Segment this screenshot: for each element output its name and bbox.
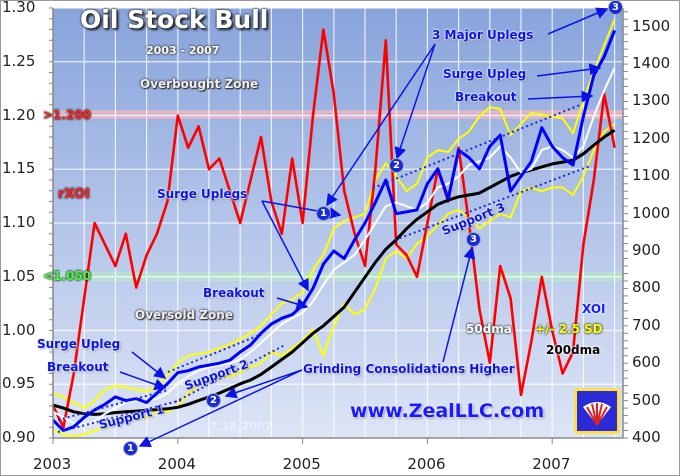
overbought-zone-label: Overbought Zone bbox=[140, 77, 259, 91]
surge-upleg-right-label: Surge Upleg bbox=[443, 67, 527, 81]
shell-icon bbox=[583, 402, 611, 426]
left-axis-tick-label: 1.05 bbox=[2, 266, 36, 285]
arrow-grinding-2 bbox=[138, 369, 303, 447]
right-axis-tick-label: 800 bbox=[632, 278, 661, 297]
right-axis-tick-label: 400 bbox=[632, 428, 661, 446]
circle-marker-3-upleg: 3 bbox=[608, 0, 623, 15]
chart-subtitle: 2003 - 2007 bbox=[146, 44, 220, 57]
arrow-major-2 bbox=[394, 43, 436, 160]
rxoi-label: rXOI bbox=[58, 187, 90, 202]
left-axis-tick-label: 1.00 bbox=[2, 320, 36, 339]
surge-upleg-left-label: Surge Upleg bbox=[37, 337, 121, 351]
series--2-5-sd bbox=[52, 18, 616, 410]
arrow-surge-upleg-left bbox=[131, 351, 167, 379]
x-axis-tick-label: 2004 bbox=[157, 455, 196, 473]
legend-50dma: 50dma bbox=[466, 322, 512, 336]
x-axis-tick-label: 2006 bbox=[407, 455, 446, 473]
legend-xoi: XOI bbox=[582, 302, 606, 316]
arrow-surge-uplegs-2 bbox=[261, 200, 309, 292]
left-axis-tick-label: 0.90 bbox=[2, 428, 36, 446]
legend-200dma: 200dma bbox=[546, 343, 601, 357]
circle-marker-1-support: 1 bbox=[123, 441, 138, 456]
left-axis-tick-label: 1.15 bbox=[2, 159, 36, 178]
arrow-breakout-right bbox=[527, 90, 594, 103]
support-1-line bbox=[57, 399, 183, 433]
support-2-line bbox=[174, 344, 286, 403]
breakout-left-label: Breakout bbox=[47, 360, 109, 374]
right-axis-tick-label: 700 bbox=[632, 315, 661, 334]
breakout-right-label: Breakout bbox=[455, 90, 517, 104]
zeal-logo bbox=[574, 388, 620, 434]
oversold-level-label: <1.050 bbox=[43, 269, 92, 283]
left-axis-tick-label: 1.10 bbox=[2, 213, 36, 231]
x-axis-tick-label: 2007 bbox=[532, 455, 571, 473]
annotation-arrows bbox=[119, 7, 609, 447]
right-axis-tick-label: 1300 bbox=[632, 91, 671, 110]
right-axis-tick-label: 1400 bbox=[632, 54, 671, 73]
right-axis-tick-label: 1000 bbox=[632, 203, 671, 222]
chart-title: Oil Stock Bull bbox=[80, 5, 269, 34]
grinding-label: Grinding Consolidations Higher bbox=[303, 362, 515, 376]
right-axis-tick-label: 1100 bbox=[632, 166, 671, 185]
date-stamp: 7.18.2007 bbox=[210, 420, 272, 433]
series-xoi bbox=[51, 29, 616, 432]
circle-marker-2-upleg: 2 bbox=[389, 158, 404, 173]
left-axis-tick-label: 0.95 bbox=[2, 374, 36, 393]
x-axis-tick-label: 2003 bbox=[33, 455, 72, 473]
channel-2004-upper bbox=[167, 333, 263, 373]
breakout-mid-label: Breakout bbox=[203, 286, 265, 300]
arrow-surge-upleg-right bbox=[536, 63, 602, 77]
website-link[interactable]: www.ZealLLC.com bbox=[350, 400, 545, 422]
right-axis-tick-label: 600 bbox=[632, 353, 661, 372]
circle-marker-1-upleg: 1 bbox=[316, 206, 331, 221]
major-uplegs-label: 3 Major Uplegs bbox=[432, 28, 534, 42]
channel-lines bbox=[57, 104, 591, 433]
circle-marker-3-support: 3 bbox=[466, 232, 481, 247]
circle-marker-2-support: 2 bbox=[206, 393, 221, 408]
channel-2003-upper bbox=[57, 389, 169, 421]
oversold-zone-label: Oversold Zone bbox=[135, 308, 233, 322]
series-lines bbox=[51, 18, 616, 438]
channel-2005-upper bbox=[372, 104, 581, 189]
series-rxoi bbox=[51, 28, 616, 429]
right-axis-tick-label: 500 bbox=[632, 390, 661, 409]
left-axis-tick-label: 1.25 bbox=[2, 51, 36, 70]
arrow-breakout-mid bbox=[276, 297, 309, 310]
arrow-major-1 bbox=[326, 43, 436, 207]
right-axis-tick-label: 1200 bbox=[632, 128, 671, 147]
right-axis-tick-label: 900 bbox=[632, 241, 661, 260]
left-axis-tick-label: 1.30 bbox=[2, 0, 36, 16]
arrow-grinding-3 bbox=[442, 246, 476, 363]
left-axis-tick-label: 1.20 bbox=[2, 105, 36, 124]
right-axis-tick-label: 1500 bbox=[632, 16, 671, 35]
x-axis-tick-label: 2005 bbox=[282, 455, 321, 473]
arrow-major-3 bbox=[547, 7, 609, 35]
arrow-grinding-1 bbox=[224, 369, 303, 399]
overbought-band bbox=[53, 110, 623, 119]
legend-sd-bands: +/- 2.5 SD bbox=[535, 322, 603, 336]
arrow-breakout-left bbox=[119, 371, 167, 391]
overbought-level-label: >1.200 bbox=[43, 108, 92, 122]
surge-uplegs-label: Surge Uplegs bbox=[157, 187, 248, 201]
